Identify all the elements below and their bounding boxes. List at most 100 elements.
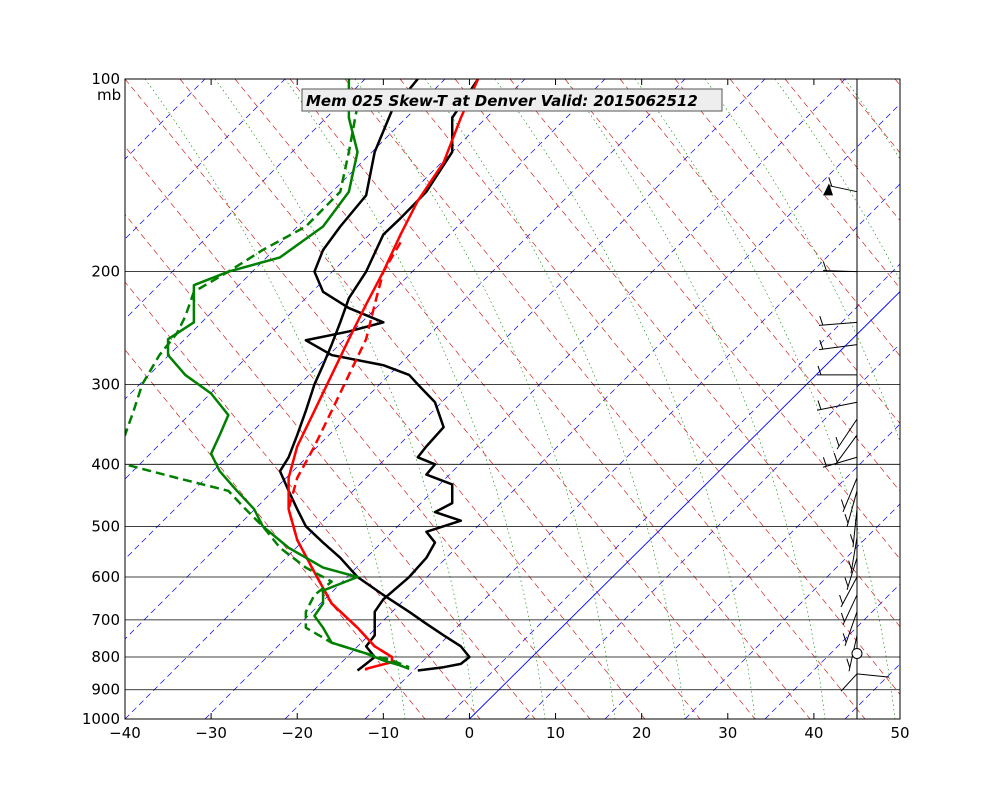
y-tick-label: 500 (91, 517, 120, 535)
y-axis: 100 200 300 400 500 600 700 800 900 1000 (82, 70, 120, 728)
wind-barb-flag (822, 261, 827, 271)
profile-series-2 (278, 79, 480, 672)
wind-barb (840, 576, 858, 608)
moist-adiabat-line (704, 79, 900, 443)
wind-barb-flag (849, 534, 854, 544)
wind-barbs (816, 79, 890, 719)
dry-adiabat-line (125, 349, 426, 719)
wind-barb (836, 418, 858, 450)
wind-barb-flag (822, 457, 827, 467)
moist-adiabat-line (634, 79, 896, 719)
wind-barb-flag (846, 658, 851, 668)
wind-barb (834, 434, 858, 466)
wind-barb-flag (840, 499, 845, 509)
isotherm-line (125, 79, 686, 640)
isotherm-line (684, 503, 900, 719)
wind-barb-flag (840, 612, 845, 623)
isotherm-line (204, 79, 846, 719)
wind-barb (828, 185, 858, 193)
wind-barb (842, 594, 858, 626)
wind-barb (816, 401, 858, 411)
dry-adiabat-line (399, 79, 900, 695)
wind-barb (818, 321, 858, 326)
isotherm-line (524, 343, 900, 719)
moist-adiabat-line (214, 79, 476, 719)
x-tick-label: −30 (195, 724, 227, 742)
isotherm-line (125, 79, 446, 400)
isotherm-line (125, 79, 526, 480)
y-tick-label: 300 (91, 375, 120, 393)
chart-title: Mem 025 Skew-T at Denver Valid: 20150625… (306, 92, 698, 110)
wind-barb-flag (844, 514, 849, 524)
moist-adiabat-line (424, 79, 686, 719)
y-tick-label: 400 (91, 455, 120, 473)
isotherm-line (764, 583, 900, 719)
wind-barb-flag (817, 400, 822, 410)
profile-series-6 (125, 105, 410, 669)
moist-adiabat-line (564, 79, 826, 719)
isotherm-line (125, 79, 606, 560)
isotherm-line (125, 79, 366, 320)
wind-barb (842, 477, 858, 513)
dry-adiabat-line (344, 79, 866, 719)
wind-barb (850, 537, 858, 574)
background-lines (125, 79, 900, 719)
wind-barb-flag (819, 315, 824, 326)
moist-adiabat-line (354, 79, 616, 719)
x-tick-label: −40 (109, 724, 141, 742)
y-tick-label: 900 (91, 681, 120, 699)
x-tick-label: 50 (890, 724, 909, 742)
wind-pennant (823, 183, 833, 196)
isotherm-line (444, 263, 900, 719)
y-unit-label: mb (97, 86, 121, 104)
dry-adiabat-line (619, 79, 900, 425)
wind-barb (856, 673, 890, 678)
wind-barb (818, 344, 858, 351)
title-box: Mem 025 Skew-T at Denver Valid: 20150625… (301, 88, 723, 112)
x-tick-label: −20 (281, 724, 313, 742)
isotherm-line (125, 79, 766, 719)
dry-adiabat-line (125, 146, 591, 719)
wind-barb-flag (819, 339, 824, 350)
dry-adiabat-line (509, 79, 900, 560)
moist-adiabat-line (284, 79, 546, 719)
y-tick-label: 1000 (82, 710, 120, 728)
dry-adiabat-line (125, 79, 646, 719)
wind-barb (846, 557, 858, 590)
zero-isotherm-line (469, 290, 900, 719)
wind-barb (840, 673, 858, 692)
plot-area (125, 79, 900, 719)
x-tick-label: 30 (718, 724, 737, 742)
moist-adiabat-line (144, 79, 406, 719)
profile-lines (125, 79, 480, 672)
profile-series-3 (287, 79, 480, 671)
dry-adiabat-line (234, 79, 756, 719)
wind-barb-flag (828, 177, 833, 187)
wind-barb-flag (835, 436, 840, 447)
isotherm-line (604, 423, 900, 719)
wind-barb-flag (844, 577, 849, 587)
x-tick-label: 40 (804, 724, 823, 742)
wind-barb (822, 270, 858, 273)
y-tick-label: 600 (91, 568, 120, 586)
plot-frame (124, 78, 901, 720)
y-tick-label: 200 (91, 263, 120, 281)
y-tick-label: 800 (91, 648, 120, 666)
wind-barb (852, 509, 858, 548)
x-tick-label: −10 (368, 724, 400, 742)
x-tick-label: 20 (632, 724, 651, 742)
wind-barb-flag (839, 594, 844, 605)
y-tick-label: 100 (91, 70, 120, 88)
wind-barb (846, 490, 858, 527)
x-axis: −40 −30 −20 −10 0 10 20 30 40 50 (109, 79, 910, 742)
x-tick-label: 10 (546, 724, 565, 742)
profile-series-5 (166, 79, 410, 671)
wind-barb (844, 611, 858, 646)
dry-adiabat-line (454, 79, 900, 628)
wind-barb-flag (848, 560, 853, 570)
dry-adiabat-line (289, 79, 811, 719)
wind-barb-flag (817, 365, 822, 376)
wind-barb-flag (842, 633, 847, 643)
profile-series-1 (304, 79, 463, 672)
